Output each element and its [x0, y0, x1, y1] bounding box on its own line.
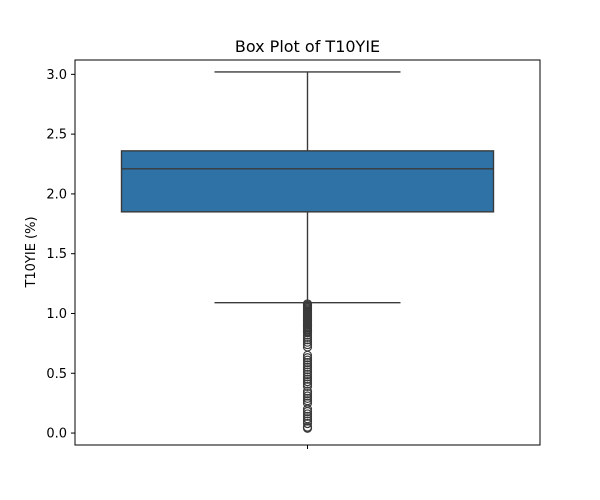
y-tick-label: 1.0: [46, 307, 67, 322]
y-tick-label: 2.5: [46, 128, 67, 143]
outlier-point: [302, 411, 313, 421]
outlier-point: [302, 332, 313, 342]
outlier-point: [302, 337, 313, 347]
outlier-point: [302, 355, 313, 365]
outlier-point: [302, 365, 313, 375]
outlier-point: [302, 386, 313, 396]
y-tick-label: 3.0: [46, 68, 67, 83]
outlier-point: [302, 416, 313, 426]
outlier-point: [302, 409, 313, 419]
outlier-point: [302, 423, 313, 433]
axes-frame: [74, 59, 541, 446]
outlier-point: [302, 353, 313, 363]
interquartile-box: [120, 150, 495, 213]
y-tick-label: 1.5: [46, 247, 67, 262]
outlier-point: [302, 372, 313, 382]
outlier-point: [302, 350, 313, 360]
outlier-point: [302, 357, 313, 368]
y-tick-label: 0.5: [46, 367, 67, 382]
y-tick-label: 0.0: [46, 427, 67, 442]
outlier-point: [302, 379, 313, 389]
outlier-point: [302, 404, 313, 414]
outlier-point: [302, 369, 313, 380]
outlier-point: [302, 367, 313, 377]
outlier-point: [302, 362, 313, 372]
outlier-point: [302, 418, 313, 429]
y-axis-label: T10YIE (%): [24, 216, 39, 288]
outlier-point: [302, 391, 313, 401]
outlier-point: [302, 381, 313, 392]
outlier-point: [302, 406, 313, 417]
outlier-point: [302, 377, 313, 387]
y-tick-label: 2.0: [46, 187, 67, 202]
outlier-point: [302, 393, 313, 403]
outlier-point: [302, 388, 313, 399]
y-axis: 0.0 0.5 1.0 1.5 2.0 2.5 3.0: [46, 68, 75, 442]
outlier-point: [302, 360, 313, 370]
outlier-point: [302, 374, 313, 384]
outlier-point: [302, 330, 313, 340]
plot-area: [120, 71, 495, 433]
outlier-point: [302, 335, 313, 345]
outlier-point: [302, 328, 313, 338]
outlier-point: [302, 339, 313, 350]
chart-title: Box Plot of T10YIE: [235, 37, 380, 56]
